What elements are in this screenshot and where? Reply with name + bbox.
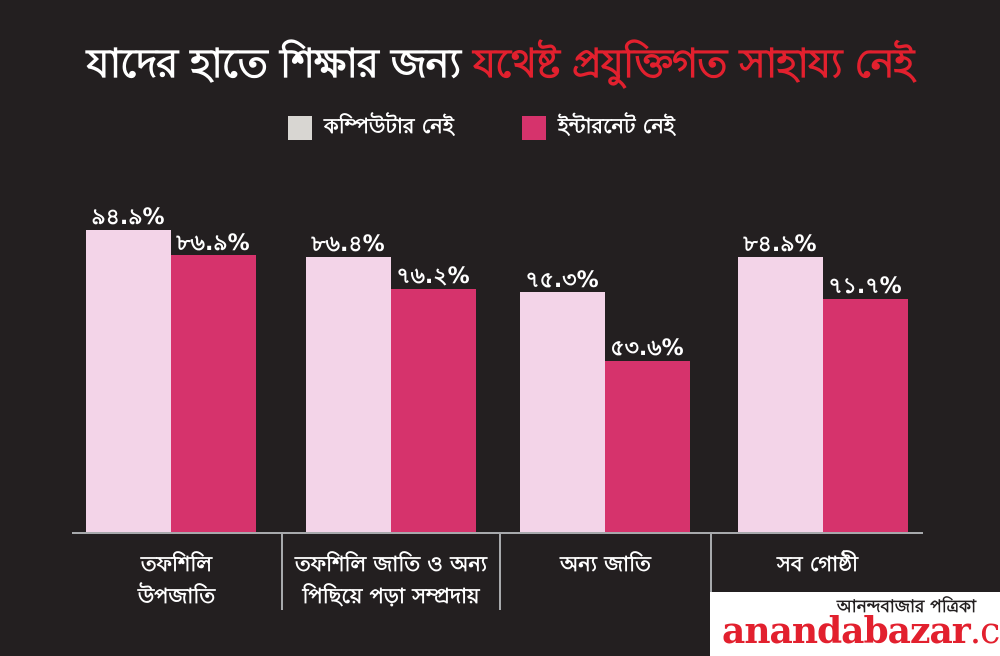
value-label: ৭৫.৩% (525, 268, 599, 293)
logo-name: anandabazar (722, 610, 971, 652)
bar-internet-others (605, 361, 690, 532)
bar-computer-all (738, 257, 823, 532)
legend-swatch-computer (288, 115, 312, 140)
legend: কম্পিউটার নেই ইন্টারনেট নেই (0, 110, 1000, 140)
value-label: ৮৪.৯% (743, 232, 817, 257)
value-label: ৮৬.৪% (311, 232, 385, 257)
bar-computer-others (520, 292, 605, 532)
bar-internet-all (823, 299, 908, 532)
category-label-all: সব গোষ্ঠী (777, 552, 858, 576)
anandabazar-logo: আনন্দবাজার পত্রিকা anandabazar.com (710, 592, 1000, 656)
legend-swatch-internet (522, 115, 546, 140)
legend-label-internet: ইন্টারনেট নেই (558, 114, 675, 138)
bar-internet-st (171, 255, 256, 532)
category-label-st: তফশিলি উপজাতি (137, 552, 216, 608)
category-divider (499, 534, 501, 610)
logo-tld: .com (969, 611, 1000, 652)
category-label-others: অন্য জাতি (560, 552, 651, 576)
legend-item-computer: কম্পিউটার নেই (288, 110, 454, 145)
legend-label-computer: কম্পিউটার নেই (324, 114, 454, 138)
bar-computer-sc-obc (306, 257, 391, 532)
logo-bengali-text: আনন্দবাজার পত্রিকা (836, 597, 976, 617)
title-part-white: যাদের হাতে শিক্ষার জন্য (86, 41, 474, 87)
bar-internet-sc-obc (391, 289, 476, 532)
legend-item-internet: ইন্টারনেট নেই (522, 110, 675, 145)
bar-computer-st (86, 230, 171, 532)
category-label-sc-obc: তফশিলি জাতি ও অন্য পিছিয়ে পড়া সম্প্রদা… (294, 552, 488, 608)
value-label: ৫৩.৬% (610, 336, 684, 361)
value-label: ৭১.৭% (828, 274, 902, 299)
category-divider (710, 534, 712, 610)
value-label: ৭৬.২% (396, 264, 470, 289)
title-part-red: যথেষ্ট প্রযুক্তিগত সাহায্য নেই (473, 41, 914, 87)
chart-title: যাদের হাতে শিক্ষার জন্য যথেষ্ট প্রযুক্তি… (0, 32, 1000, 99)
value-label: ৮৬.৯% (176, 231, 250, 256)
logo-english-text: anandabazar.com (722, 610, 1000, 652)
value-label: ৯৪.৯% (91, 205, 165, 230)
x-axis (72, 532, 923, 534)
category-divider (281, 534, 283, 610)
